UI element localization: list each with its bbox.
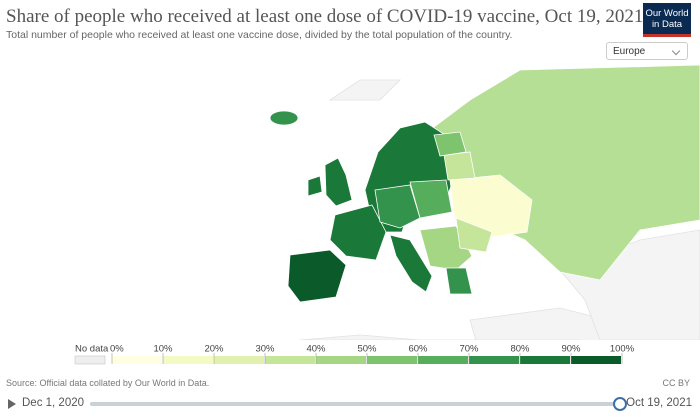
legend-tick-label: 70% <box>459 344 479 355</box>
title: Share of people who received at least on… <box>6 6 644 27</box>
country[interactable] <box>455 217 493 253</box>
legend-tick-label: 40% <box>306 344 326 355</box>
country[interactable] <box>324 157 353 207</box>
legend-bin <box>214 356 264 364</box>
timeline-start[interactable]: Dec 1, 2020 <box>22 397 85 409</box>
country[interactable] <box>287 249 347 303</box>
countries <box>269 64 700 303</box>
timeline-track[interactable] <box>90 402 620 406</box>
license[interactable]: CC BY <box>662 378 690 388</box>
legend-tick-label: 30% <box>255 344 275 355</box>
legend-bin <box>265 356 315 364</box>
legend-no-data-label: No data <box>75 344 109 355</box>
legend-tick-label: 50% <box>357 344 377 355</box>
legend-tick-label: 20% <box>204 344 224 355</box>
legend-tick-label: 0% <box>110 344 124 355</box>
legend-bin <box>163 356 213 364</box>
logo-line: in Data <box>651 18 683 30</box>
country[interactable] <box>374 184 421 229</box>
logo-line: Our World <box>645 7 689 19</box>
legend-bin <box>316 356 366 364</box>
country[interactable] <box>329 204 387 261</box>
legend-tick-label: 80% <box>510 344 530 355</box>
legend-bin <box>520 356 570 364</box>
country[interactable] <box>449 174 533 238</box>
play-button[interactable] <box>8 399 16 409</box>
legend: No data 0% 10% 20% 30% 40% 50% 60% 70% 80% 90% 100… <box>74 344 635 365</box>
country[interactable] <box>433 131 467 157</box>
legend-bin <box>112 356 162 364</box>
legend-tick-label: 90% <box>561 344 581 355</box>
legend-tick-label: 100% <box>610 344 635 355</box>
country[interactable] <box>389 234 433 293</box>
logo[interactable]: Our World in Data <box>643 3 691 37</box>
country[interactable] <box>269 110 299 126</box>
map <box>269 64 700 340</box>
legend-no-data <box>74 355 106 365</box>
subtitle: Total number of people who received at l… <box>6 29 513 41</box>
source: Source: Official data collated by Our Wo… <box>6 378 210 388</box>
legend-bin <box>367 356 417 364</box>
legend-tick-label: 60% <box>408 344 428 355</box>
legend-bin <box>571 356 621 364</box>
legend-bin <box>469 356 519 364</box>
country[interactable] <box>445 267 473 295</box>
country[interactable] <box>409 179 453 219</box>
country[interactable] <box>307 175 323 197</box>
timeline-end[interactable]: Oct 19, 2021 <box>626 397 692 409</box>
legend-tick-label: 10% <box>153 344 173 355</box>
country[interactable] <box>443 151 476 181</box>
region-selector[interactable]: Europe <box>606 42 688 60</box>
timeline-handle[interactable] <box>613 397 627 411</box>
legend-bin <box>418 356 468 364</box>
